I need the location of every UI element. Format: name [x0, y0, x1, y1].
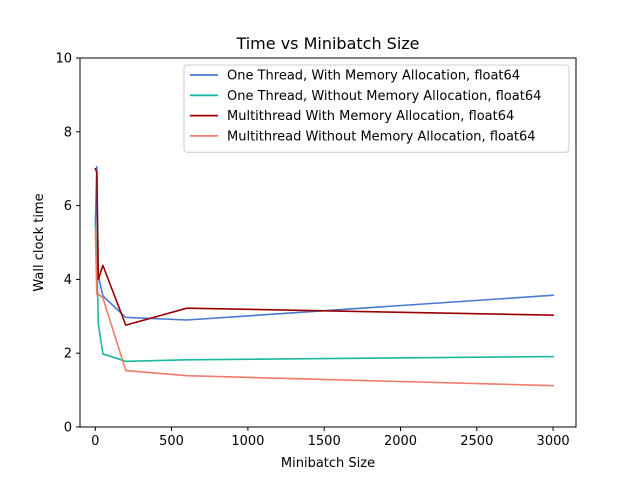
- y-tick-label: 6: [64, 199, 72, 214]
- y-tick-label: 2: [64, 347, 72, 362]
- legend-entry-label: Multithread Without Memory Allocation, f…: [227, 129, 536, 144]
- y-axis-label: Wall clock time: [32, 193, 47, 291]
- x-tick-label: 0: [91, 434, 99, 449]
- y-tick-label: 10: [55, 52, 72, 67]
- x-tick-label: 1000: [231, 434, 264, 449]
- series-line-1: [94, 166, 554, 321]
- legend-box: [183, 64, 570, 153]
- y-tick-label: 4: [64, 273, 72, 288]
- y-tick-label: 0: [64, 421, 72, 436]
- x-tick-label: 1500: [308, 434, 341, 449]
- chart-title: Time vs Minibatch Size: [235, 34, 419, 53]
- axis-ticks: 0 500 1000 1500 2000 2500 3000 0 2 4 6 8 10: [55, 52, 569, 450]
- plot-area-frame: [79, 57, 577, 428]
- legend: One Thread, With Memory Allocation, floa…: [183, 64, 570, 153]
- x-tick-label: 2500: [460, 434, 493, 449]
- series-line-4: [94, 230, 554, 387]
- y-tick-label: 8: [64, 125, 72, 140]
- legend-entry-label: One Thread, With Memory Allocation, floa…: [227, 69, 520, 84]
- x-tick-label: 2000: [384, 434, 417, 449]
- series-line-3: [94, 167, 554, 326]
- legend-entry-label: One Thread, Without Memory Allocation, f…: [227, 89, 541, 104]
- legend-entry-label: Multithread With Memory Allocation, floa…: [227, 109, 514, 124]
- x-axis-label: Minibatch Size: [281, 456, 375, 471]
- x-tick-label: 3000: [537, 434, 570, 449]
- series-lines: [94, 166, 554, 387]
- x-tick-label: 500: [159, 434, 184, 449]
- series-line-2: [94, 223, 554, 363]
